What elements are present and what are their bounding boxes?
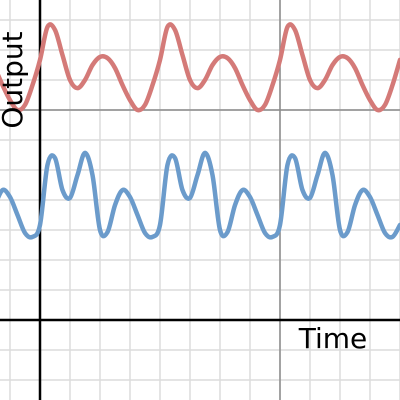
x-axis-label: Time — [298, 322, 368, 355]
series-line — [0, 150, 400, 240]
series-line — [0, 22, 400, 113]
y-axis-label: Output — [0, 31, 29, 128]
lines — [0, 22, 400, 240]
